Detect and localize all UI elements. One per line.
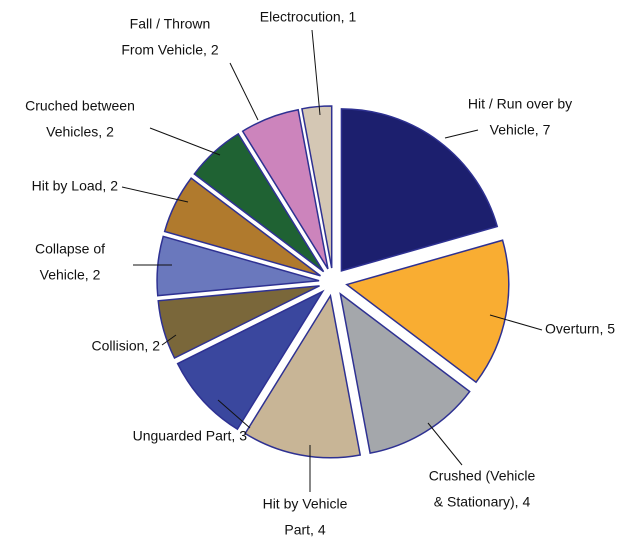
slice-label: Collision, 2 [92, 338, 161, 354]
pie-slice [163, 177, 321, 277]
slice-label: Fall / Thrown [130, 16, 211, 32]
pie-slice [193, 132, 325, 273]
leader-line [229, 62, 259, 121]
pie-slice [339, 292, 471, 455]
slice-label: Vehicle, 7 [490, 122, 551, 138]
slice-label: Cruched between [25, 98, 135, 114]
slice-label: Crushed (Vehicle [429, 468, 536, 484]
slice-label: & Stationary), 4 [434, 494, 531, 510]
leader-line [149, 127, 221, 156]
slice-label: Hit by Vehicle [263, 496, 348, 512]
slice-label: Vehicles, 2 [46, 124, 114, 140]
leader-line [444, 129, 479, 139]
pie-slice [156, 235, 320, 297]
pie-slice [244, 293, 362, 459]
leader-line [489, 314, 543, 331]
leader-line [217, 399, 251, 429]
leader-line [161, 334, 177, 346]
leader-line [121, 186, 189, 203]
pie-slice [301, 105, 333, 269]
leader-line [311, 29, 321, 116]
slice-label: Hit / Run over by [468, 96, 572, 112]
pie-slice [345, 239, 510, 384]
slice-label: Unguarded Part, 3 [133, 428, 248, 444]
slice-label: Collapse of [35, 241, 105, 257]
pie-slice [340, 108, 499, 272]
slice-label: Hit by Load, 2 [32, 178, 119, 194]
slice-label: Part, 4 [284, 522, 325, 538]
pie-slice [157, 285, 320, 360]
slice-label: Overturn, 5 [545, 321, 615, 337]
pie-slice [176, 289, 325, 431]
slice-label: From Vehicle, 2 [121, 42, 218, 58]
slice-label: Electrocution, 1 [260, 9, 357, 25]
pie-slice [241, 108, 329, 270]
leader-line [427, 422, 463, 466]
slice-label: Vehicle, 2 [40, 267, 101, 283]
